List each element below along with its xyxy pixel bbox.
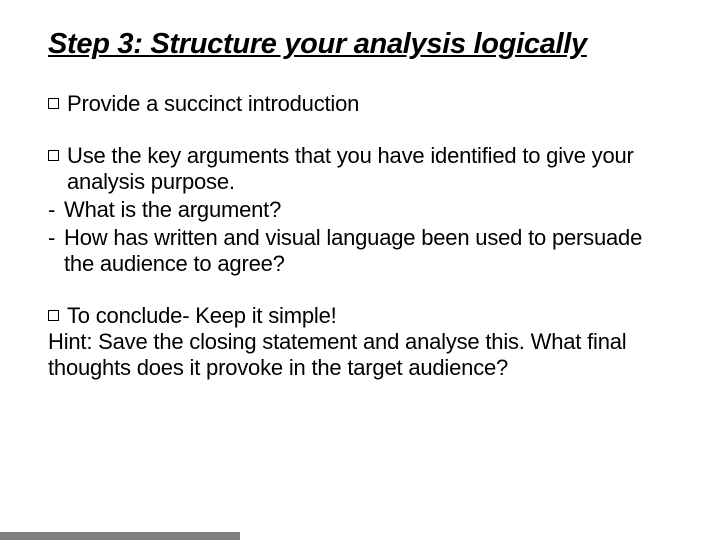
hint-row: Hint: Save the closing statement and ana… [48,329,672,381]
point-text: To conclude- Keep it simple! [67,303,672,329]
bullet-row: Provide a succinct introduction [48,91,672,117]
point-provide: Provide a succinct introduction [48,91,672,117]
point-conclude: To conclude- Keep it simple! Hint: Save … [48,303,672,381]
subpoint-text: How has written and visual language been… [64,225,672,277]
point-text: Use the key arguments that you have iden… [67,143,672,195]
subpoint-how-language: - How has written and visual language be… [48,225,672,277]
accent-stripe [0,532,240,540]
square-bullet-icon [48,150,59,161]
slide: Step 3: Structure your analysis logicall… [0,0,720,540]
dash-bullet-icon: - [48,197,62,223]
corner-accent-icon [0,458,240,540]
dash-bullet-icon: - [48,225,62,251]
subpoint-what-argument: - What is the argument? [48,197,672,223]
square-bullet-icon [48,98,59,109]
hint-text: Hint: Save the closing statement and ana… [48,329,672,381]
subpoint-text: What is the argument? [64,197,672,223]
slide-title: Step 3: Structure your analysis logicall… [48,28,672,61]
point-use-arguments: Use the key arguments that you have iden… [48,143,672,277]
point-text: Provide a succinct introduction [67,91,672,117]
bullet-row: Use the key arguments that you have iden… [48,143,672,195]
square-bullet-icon [48,310,59,321]
bullet-row: To conclude- Keep it simple! [48,303,672,329]
